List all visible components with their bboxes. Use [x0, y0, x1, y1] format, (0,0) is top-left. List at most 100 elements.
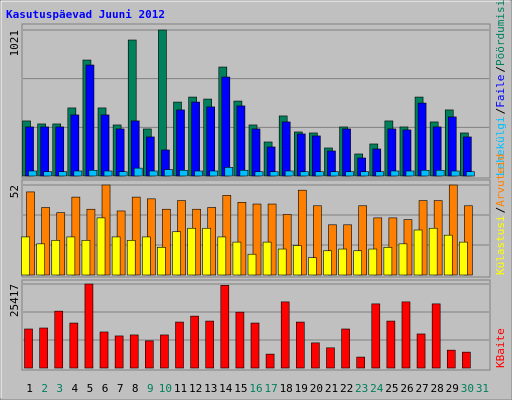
bar [221, 76, 231, 177]
bar [235, 311, 245, 369]
bar [21, 236, 30, 276]
bar [416, 333, 426, 369]
bar [341, 328, 350, 369]
bar [191, 101, 200, 177]
bar [431, 303, 441, 369]
bar [326, 347, 335, 369]
bar [450, 170, 460, 177]
bar [432, 126, 442, 177]
bar [25, 126, 34, 177]
bar [71, 196, 81, 276]
bar [205, 320, 215, 369]
x-tick-label: 30 [461, 382, 474, 395]
bar [466, 171, 475, 177]
bar [373, 217, 383, 276]
legend-separator: / [494, 207, 507, 214]
x-tick-label: 19 [295, 382, 308, 395]
bar [130, 120, 140, 177]
bar [448, 184, 458, 276]
x-tick-label: 10 [159, 382, 172, 395]
x-tick-label: 13 [204, 382, 217, 395]
bar [459, 241, 468, 276]
bar [388, 217, 398, 276]
bar [284, 170, 294, 177]
legend: Lehekülgi/Faile/Pöördumisi [494, 0, 507, 176]
bar [133, 167, 143, 177]
bar [131, 196, 141, 276]
bar [328, 224, 337, 276]
bar [435, 169, 445, 177]
bar [236, 105, 246, 177]
legend-entry: Faile [494, 75, 507, 108]
bar [323, 250, 332, 276]
bar [417, 102, 427, 177]
bar [222, 195, 232, 276]
bar [315, 171, 324, 177]
bar [26, 191, 35, 276]
x-tick-label: 27 [415, 382, 428, 395]
chart-title: Kasutuspäevad Juuni 2012 [6, 8, 165, 21]
bar [265, 353, 275, 369]
bar [118, 171, 128, 177]
bar [40, 126, 49, 177]
bar [387, 128, 397, 177]
bar [190, 315, 199, 369]
bar [358, 205, 367, 276]
x-tick-label: 28 [431, 382, 444, 395]
bar [463, 136, 472, 177]
legend-separator: / [494, 108, 507, 115]
bar [368, 248, 378, 276]
x-tick-label: 3 [56, 382, 63, 395]
legend-entry: Arvuteid [494, 154, 507, 207]
bar [313, 205, 322, 276]
x-tick-label: 7 [117, 382, 124, 395]
x-tick-label: 11 [174, 382, 187, 395]
bar [247, 253, 257, 276]
bar [73, 170, 83, 177]
bar [24, 328, 33, 369]
bar [254, 171, 264, 177]
bar [84, 283, 94, 369]
legend-entry: Lehekülgi [494, 116, 507, 176]
bar [447, 116, 457, 177]
bar [353, 250, 362, 276]
bar [282, 214, 292, 276]
bar [252, 203, 262, 276]
bar [277, 248, 287, 276]
bar [160, 334, 169, 369]
x-tick-label: 2 [41, 382, 48, 395]
bar [81, 240, 91, 276]
bar [202, 227, 212, 276]
bar [43, 171, 52, 177]
x-tick-label: 6 [102, 382, 109, 395]
bar [224, 167, 234, 177]
bar [428, 227, 438, 276]
x-tick-label: 29 [446, 382, 459, 395]
x-tick-label: 1 [26, 382, 33, 395]
bar [342, 128, 351, 177]
bar [386, 320, 396, 369]
bar [162, 208, 171, 276]
x-tick-label: 18 [280, 382, 293, 395]
bar [464, 205, 473, 276]
x-tick-label: 8 [132, 382, 139, 395]
bar [111, 236, 121, 276]
bar [146, 136, 155, 177]
bar [371, 303, 381, 369]
bar [250, 322, 260, 369]
bar [149, 170, 158, 177]
bar [70, 114, 80, 177]
bar [176, 109, 185, 177]
x-tick-label: 16 [249, 382, 262, 395]
bar [209, 170, 219, 177]
bar [420, 169, 430, 177]
bar [39, 327, 48, 369]
bar [54, 310, 64, 369]
y-tick-label: 1021 [8, 30, 21, 57]
bar [338, 248, 347, 276]
bar [299, 171, 309, 177]
bar [100, 114, 110, 177]
x-tick-label: 5 [87, 382, 94, 395]
x-tick-label: 4 [72, 382, 79, 395]
